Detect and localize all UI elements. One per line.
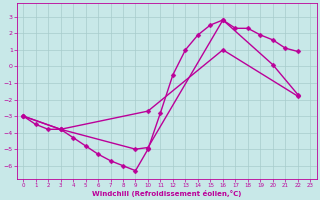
- X-axis label: Windchill (Refroidissement éolien,°C): Windchill (Refroidissement éolien,°C): [92, 190, 241, 197]
